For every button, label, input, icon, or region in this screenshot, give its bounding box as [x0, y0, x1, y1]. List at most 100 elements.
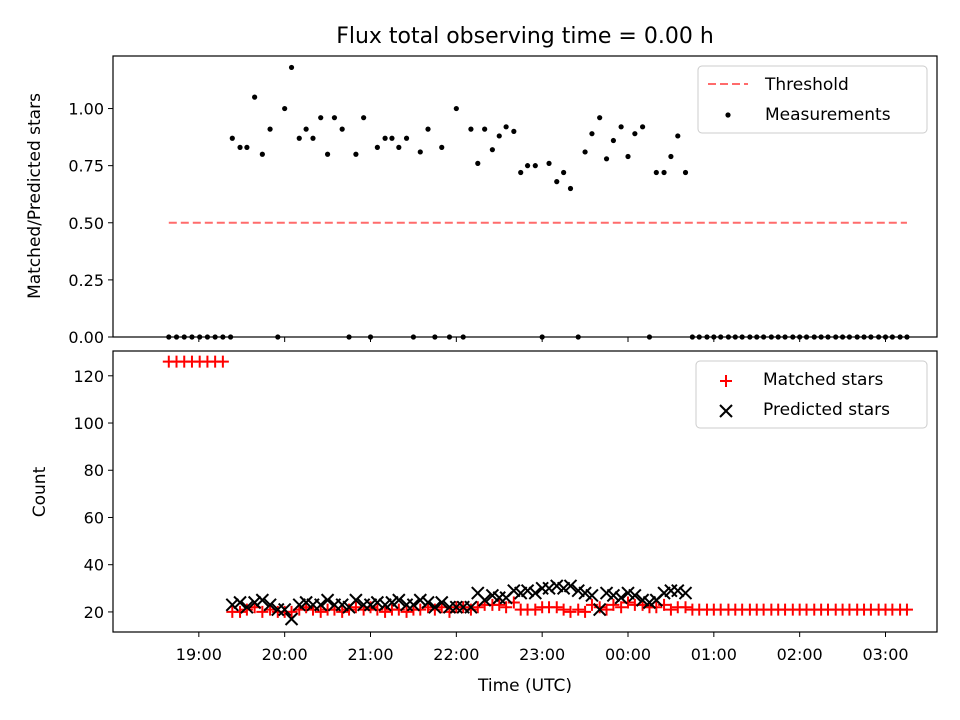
measurement-point	[229, 135, 235, 141]
bottom-axes-frame	[112, 350, 938, 633]
measurement-point	[518, 169, 524, 176]
measurement-point	[252, 94, 258, 100]
top-y-tick-label: 1.00	[68, 100, 104, 119]
predicted-star-point	[233, 595, 247, 610]
matched-star-point	[664, 603, 677, 616]
matched-star-point	[557, 603, 570, 616]
counts-panel: Count Time (UTC) 20 40 60 80 100 120 19:00 20:…	[30, 350, 938, 696]
measurement-point	[668, 153, 674, 160]
top-y-axis-label: Matched/Predicted stars	[25, 93, 45, 299]
bottom-y-tick-label: 40	[84, 556, 104, 575]
predicted-star-point	[284, 612, 299, 626]
bottom-y-axis-label: Count	[30, 466, 50, 517]
predicted-star-point	[428, 600, 442, 614]
threshold-legend-label: Threshold	[764, 75, 849, 95]
measurement-point	[610, 137, 617, 144]
measurement-point	[244, 144, 250, 150]
measurement-point	[625, 153, 631, 160]
bottom-x-tick-label: 23:00	[519, 645, 565, 664]
measurement-point	[318, 115, 324, 121]
measurement-point	[382, 135, 388, 141]
predicted-star-point	[392, 593, 406, 607]
measurement-point	[403, 135, 410, 141]
bottom-x-axis: 19:00 20:00 21:00 22:00 23:00 00:00 01:00 02:00…	[176, 632, 909, 664]
measurement-point	[546, 160, 552, 166]
matched-star-point	[471, 601, 484, 614]
measurement-point	[511, 128, 517, 134]
measurement-point	[639, 124, 646, 130]
measurement-point	[675, 133, 681, 139]
chart-title: Flux total observing time = 0.00 h	[336, 24, 714, 49]
bottom-y-tick-label: 100	[73, 414, 104, 433]
matched-star-point	[414, 603, 427, 616]
predicted-star-point	[240, 600, 254, 614]
measurement-point	[425, 126, 431, 132]
matched-legend-label: Matched stars	[763, 370, 883, 390]
measurement-point	[496, 133, 502, 139]
measurement-point	[482, 126, 488, 132]
matched-star-point	[615, 601, 628, 614]
measurement-point	[475, 160, 481, 166]
measurement-point	[259, 151, 265, 157]
top-y-tick-label: 0.00	[68, 328, 104, 347]
measurement-point	[389, 135, 395, 141]
measurement-point	[361, 115, 367, 121]
measurement-point	[310, 135, 316, 141]
matched-star-point	[216, 355, 229, 368]
matched-star-point	[234, 605, 247, 618]
matched-star-point	[493, 598, 506, 611]
measurement-point	[353, 151, 359, 157]
measurement-point	[589, 131, 595, 137]
measurement-point	[653, 169, 659, 176]
predicted-star-point	[671, 583, 685, 598]
predicted-star-point	[413, 593, 427, 607]
top-y-tick-label: 0.50	[68, 214, 104, 233]
bottom-y-tick-label: 80	[84, 461, 104, 480]
measurement-point	[532, 163, 538, 169]
matched-star-point	[607, 598, 620, 611]
bottom-x-tick-label: 22:00	[433, 645, 479, 664]
bottom-y-tick-label: 120	[73, 367, 104, 386]
measurement-point	[567, 185, 574, 192]
measurement-point	[331, 115, 338, 121]
flux-ratio-panel: Flux total observing time = 0.00 h Match…	[25, 24, 938, 347]
matched-star-point	[500, 601, 513, 614]
measurement-point	[468, 126, 474, 132]
predicted-star-point	[520, 583, 535, 598]
predicted-star-point	[592, 602, 607, 617]
matched-star-point	[579, 605, 592, 618]
predicted-star-point	[320, 593, 335, 607]
bottom-x-tick-label: 02:00	[777, 645, 823, 664]
predicted-legend-label: Predicted stars	[763, 400, 890, 420]
predicted-star-point	[349, 593, 363, 607]
top-y-axis: 0.00 0.25 0.50 0.75 1.00	[68, 100, 113, 347]
top-y-tick-label: 0.75	[68, 157, 104, 176]
bottom-legend: Matched stars Predicted stars	[695, 360, 928, 429]
measurement-point	[582, 149, 588, 155]
bottom-x-tick-label: 21:00	[347, 645, 393, 664]
bottom-x-tick-label: 00:00	[605, 645, 651, 664]
top-y-tick-label: 0.25	[68, 271, 104, 290]
predicted-star-point	[585, 588, 599, 603]
top-legend-box	[697, 65, 928, 134]
measurement-point	[374, 144, 380, 150]
measurement-point	[237, 144, 243, 150]
matched-star-point	[336, 605, 349, 618]
predicted-star-point	[314, 598, 328, 612]
measurement-point	[439, 144, 445, 150]
predicted-star-point	[277, 602, 292, 617]
matched-star-point	[622, 596, 634, 609]
predicted-star-point	[628, 588, 642, 603]
measurements-legend-label: Measurements	[765, 105, 891, 125]
matched-star-point	[650, 601, 663, 614]
measurement-point	[554, 179, 560, 185]
bottom-legend-box	[695, 360, 928, 429]
top-legend: Threshold Measurements	[697, 65, 928, 134]
matched-star-point	[593, 601, 606, 614]
bottom-plot-area	[162, 355, 913, 626]
matched-star-point	[679, 601, 692, 614]
predicted-legend-marker	[719, 404, 733, 418]
measurement-point	[303, 126, 309, 132]
measurement-point	[267, 126, 273, 132]
